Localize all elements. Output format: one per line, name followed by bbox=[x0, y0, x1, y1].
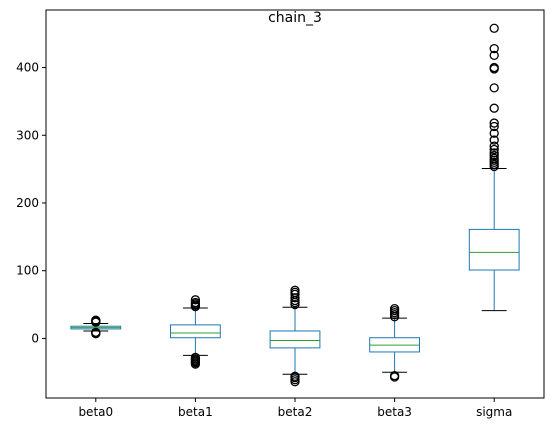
y-tick-label-100: 100 bbox=[16, 264, 39, 278]
x-axis: beta0 beta1 beta2 beta3 sigma bbox=[78, 398, 512, 419]
flier-sigma bbox=[489, 50, 499, 61]
flier-sigma bbox=[489, 62, 499, 73]
flier-sigma bbox=[489, 43, 499, 54]
y-tick-label-200: 200 bbox=[16, 196, 39, 210]
y-tick-label-0: 0 bbox=[31, 331, 39, 345]
flier-sigma bbox=[489, 141, 499, 151]
flier-sigma bbox=[489, 118, 499, 128]
box-group-beta0 bbox=[70, 315, 122, 339]
plot-area bbox=[70, 23, 520, 387]
flier-sigma bbox=[489, 83, 499, 93]
box-group-beta3 bbox=[369, 303, 421, 382]
flier-sigma bbox=[489, 103, 499, 113]
box-group-sigma bbox=[468, 23, 520, 312]
flier-sigma bbox=[489, 150, 499, 161]
flier-beta2 bbox=[290, 377, 300, 387]
flier-sigma bbox=[489, 135, 499, 145]
x-tick-label-beta1: beta1 bbox=[178, 405, 213, 419]
flier-sigma bbox=[489, 153, 499, 163]
x-tick-label-beta3: beta3 bbox=[377, 405, 412, 419]
flier-beta1 bbox=[190, 359, 201, 369]
flier-beta3 bbox=[389, 303, 400, 314]
x-tick-label-beta0: beta0 bbox=[78, 405, 113, 419]
flier-beta0 bbox=[91, 327, 101, 337]
flier-beta0 bbox=[91, 315, 101, 325]
plot-frame bbox=[45, 9, 545, 399]
flier-beta1 bbox=[190, 295, 201, 305]
flier-beta2 bbox=[290, 285, 300, 295]
box-group-beta1 bbox=[170, 295, 221, 369]
flier-sigma bbox=[489, 23, 499, 33]
y-tick-label-400: 400 bbox=[16, 61, 39, 75]
flier-beta1 bbox=[190, 297, 201, 308]
y-tick-label-300: 300 bbox=[16, 128, 39, 142]
flier-sigma bbox=[489, 148, 499, 158]
flier-beta3 bbox=[389, 372, 400, 382]
x-tick-label-beta2: beta2 bbox=[278, 405, 313, 419]
box-group-beta2 bbox=[269, 285, 321, 387]
chart-title: chain_3 bbox=[268, 10, 322, 26]
y-axis: 0 100 200 300 400 bbox=[16, 61, 46, 345]
box-beta2 bbox=[269, 330, 321, 349]
box-sigma bbox=[468, 228, 520, 271]
x-tick-label-sigma: sigma bbox=[476, 405, 512, 419]
flier-sigma bbox=[489, 128, 499, 138]
box-beta1 bbox=[170, 324, 221, 339]
flier-sigma bbox=[489, 144, 499, 155]
flier-sigma bbox=[489, 121, 499, 132]
